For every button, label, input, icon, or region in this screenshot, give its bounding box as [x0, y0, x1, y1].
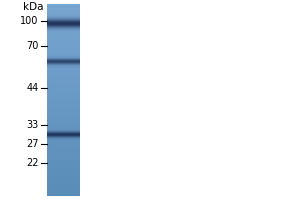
Text: kDa: kDa [23, 2, 44, 12]
Text: 44: 44 [26, 83, 38, 93]
Text: 33: 33 [26, 120, 38, 130]
Text: 22: 22 [26, 158, 38, 168]
Text: 100: 100 [20, 16, 38, 26]
Text: 70: 70 [26, 41, 38, 51]
Text: 27: 27 [26, 139, 38, 149]
